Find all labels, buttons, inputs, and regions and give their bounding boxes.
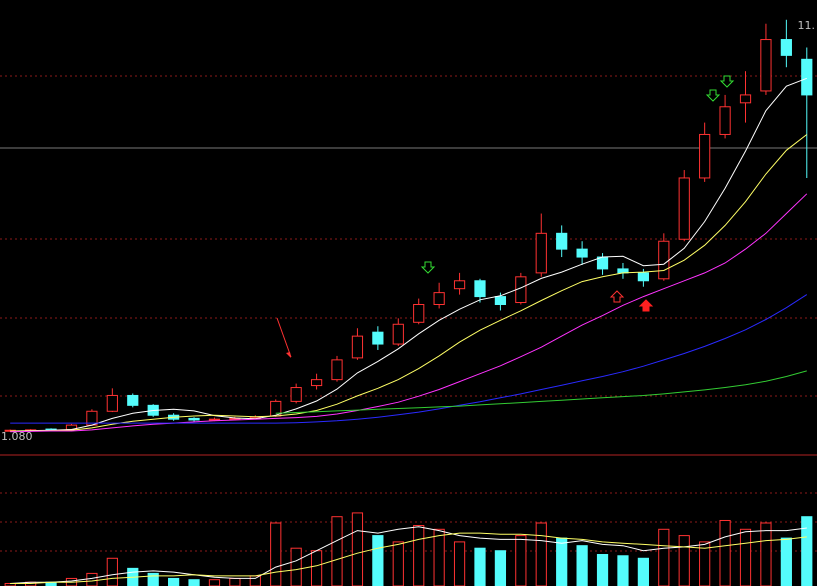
- plot: 1.080 11.: [1, 19, 815, 586]
- volume-bar: [453, 541, 466, 586]
- sell-arrow: [705, 89, 721, 102]
- volume-bar: [168, 577, 180, 586]
- volume-bar: [310, 550, 323, 586]
- volume-bar: [229, 577, 241, 586]
- candle-body: [760, 39, 772, 92]
- volume-bar: [351, 512, 364, 586]
- candle-body: [453, 280, 466, 290]
- ma-line: [10, 134, 808, 432]
- candle-body: [351, 335, 364, 359]
- candle-body: [556, 232, 568, 250]
- candle-body: [106, 394, 118, 412]
- volume-bar: [596, 554, 609, 586]
- volume-bar: [801, 516, 813, 586]
- volume-bar: [270, 522, 282, 586]
- pointer-head: [286, 352, 291, 358]
- volume-bar: [699, 541, 711, 586]
- candle-body: [127, 394, 139, 406]
- volume-bar: [474, 547, 486, 586]
- candle-body: [739, 94, 752, 104]
- volume-bar: [658, 528, 670, 586]
- volume-bar: [249, 575, 261, 586]
- ma-line: [10, 532, 807, 584]
- volume-bar: [86, 572, 98, 586]
- ma-line: [10, 77, 807, 432]
- candle-body: [658, 240, 670, 280]
- signal-arrows: [276, 75, 735, 358]
- volume-bar: [760, 522, 772, 586]
- volume-bar: [637, 557, 649, 586]
- volume-bar: [556, 537, 568, 586]
- volume-bar: [106, 557, 118, 586]
- volume-bar: [147, 572, 159, 586]
- candle-body: [474, 280, 486, 298]
- volume-bar: [678, 535, 690, 586]
- volume-bar: [331, 516, 343, 586]
- candle-body: [372, 331, 384, 345]
- candle-body: [576, 248, 588, 258]
- volume-bar: [413, 525, 425, 586]
- candle-body: [596, 256, 609, 270]
- candle-body: [331, 359, 343, 381]
- price-label: 11.: [798, 19, 816, 32]
- candle-body: [310, 379, 323, 387]
- candle-body: [535, 232, 547, 274]
- volume-bar: [188, 579, 200, 586]
- ma-line: [10, 193, 808, 433]
- candle-body: [780, 39, 792, 56]
- candle-body: [290, 387, 302, 402]
- sell-arrow: [719, 75, 735, 88]
- price-label: 1.080: [1, 430, 33, 443]
- volume-bar: [494, 550, 507, 586]
- candle-body: [208, 418, 221, 421]
- buy-arrow: [638, 299, 654, 312]
- volume-bar: [739, 528, 752, 586]
- volume-bar: [372, 535, 384, 586]
- pointer-line: [276, 317, 292, 358]
- volume-bar: [535, 522, 547, 586]
- volume-bar: [392, 541, 404, 586]
- candle-body: [719, 106, 731, 135]
- ma-line: [10, 526, 807, 584]
- candle-body: [637, 272, 649, 282]
- candle-body: [413, 304, 425, 323]
- buy-arrow: [609, 290, 625, 303]
- candle-body: [392, 323, 404, 345]
- volume-bar: [576, 545, 588, 586]
- volume-bar: [290, 547, 302, 586]
- candle-body: [433, 292, 445, 305]
- volume-bar: [208, 579, 221, 586]
- candle-body: [188, 417, 200, 421]
- volume-bar: [617, 555, 629, 586]
- candle-body: [699, 133, 711, 179]
- sell-arrow: [420, 261, 436, 274]
- volume-bar: [515, 535, 527, 586]
- volume-bar: [780, 537, 792, 586]
- volume-bar: [719, 519, 731, 586]
- candle-body: [678, 177, 690, 240]
- ma-line: [10, 294, 808, 424]
- volume-bar: [433, 528, 445, 586]
- candle-body: [494, 296, 507, 306]
- ma-line: [275, 370, 807, 414]
- candle-body: [801, 58, 813, 96]
